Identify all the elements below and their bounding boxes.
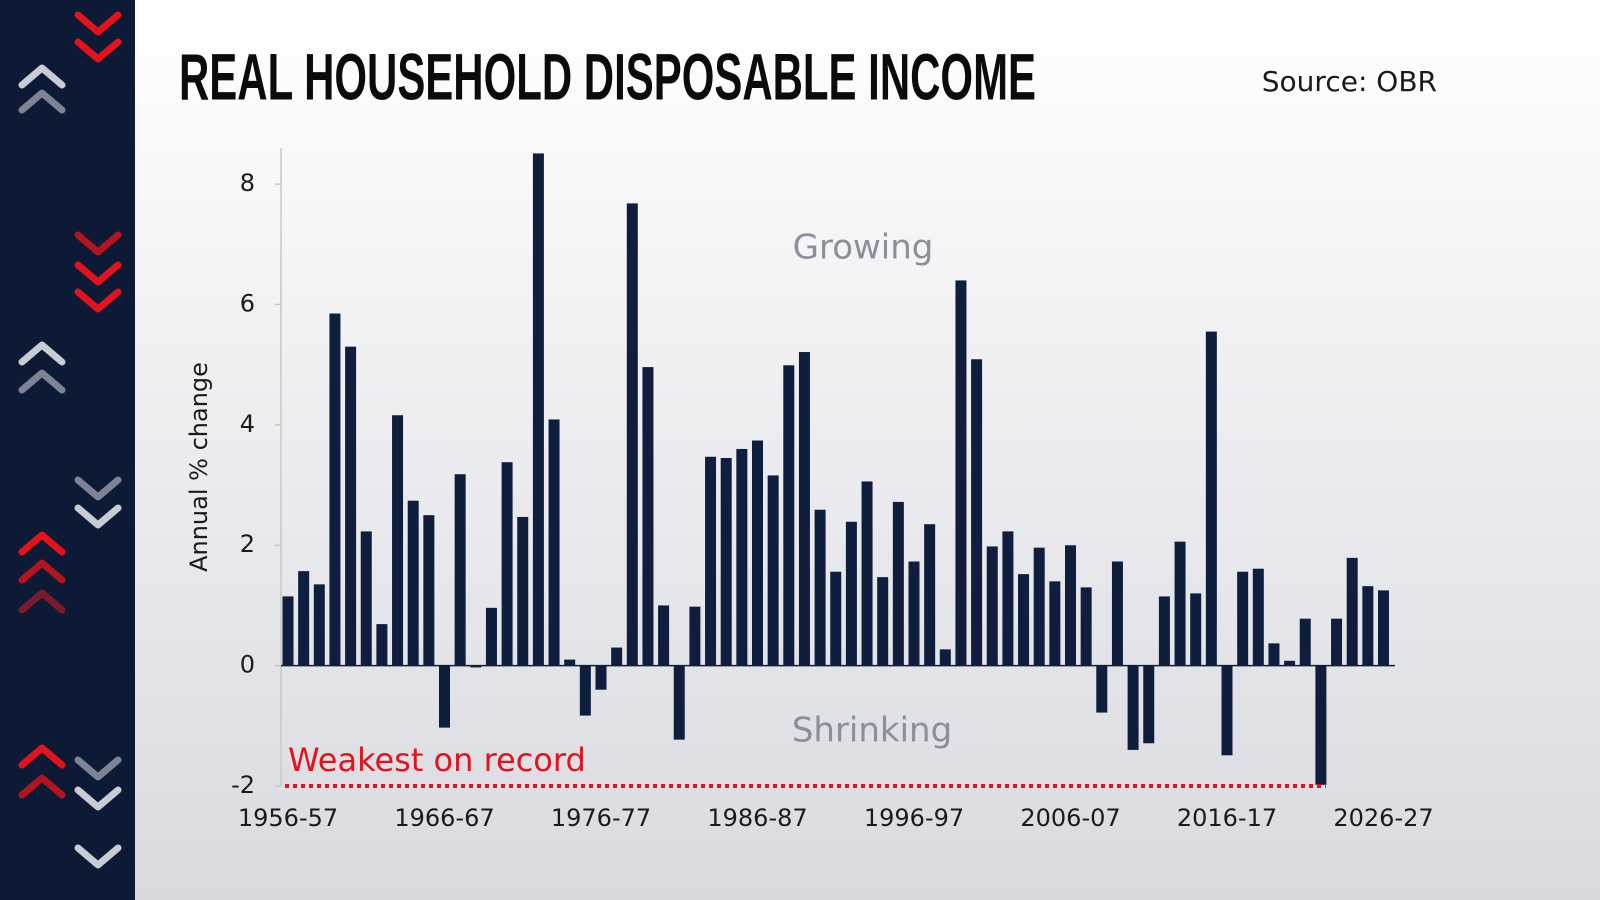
bar	[1174, 541, 1186, 666]
bar	[1237, 571, 1249, 666]
bar	[548, 419, 560, 666]
bar	[939, 649, 951, 666]
bar	[1284, 660, 1296, 666]
bar	[986, 546, 998, 666]
bar	[673, 665, 685, 740]
bar	[705, 456, 717, 666]
bar	[1018, 574, 1030, 666]
bar	[971, 359, 983, 666]
bar	[1127, 665, 1139, 750]
bar	[752, 440, 763, 666]
bar	[329, 313, 341, 666]
bar	[1299, 618, 1311, 666]
y-tick-label: -2	[231, 771, 255, 799]
bar	[1049, 581, 1061, 666]
bar	[1315, 665, 1327, 785]
bar	[783, 365, 795, 666]
x-tick-label: 2006-07	[1020, 804, 1120, 832]
bar	[1221, 665, 1233, 756]
bar	[1362, 586, 1374, 666]
bar	[1080, 587, 1092, 666]
bar	[861, 481, 873, 666]
y-tick-label: 8	[240, 169, 255, 197]
bar	[1190, 593, 1202, 666]
bar	[407, 500, 419, 666]
y-tick-label: 4	[240, 410, 255, 438]
bar	[658, 605, 670, 666]
bar	[345, 346, 357, 666]
bar	[845, 521, 857, 666]
bar	[595, 665, 607, 690]
bar	[454, 474, 466, 666]
reference-label: Weakest on record	[288, 741, 586, 779]
y-tick-label: 6	[240, 289, 255, 317]
bar	[1268, 643, 1280, 666]
bar	[564, 659, 576, 666]
bar	[439, 665, 450, 728]
bar	[908, 561, 920, 666]
bar	[579, 665, 591, 716]
bar	[1346, 557, 1358, 666]
bar	[1065, 545, 1076, 666]
bar	[642, 367, 654, 666]
bar	[282, 596, 294, 666]
x-tick-label: 1976-77	[551, 804, 651, 832]
sidebar-chevrons	[18, 11, 122, 869]
bar	[423, 515, 435, 666]
bar	[360, 531, 372, 666]
sidebar	[0, 0, 135, 900]
source: Source: OBR	[1262, 65, 1437, 98]
bar	[877, 577, 889, 666]
bar	[720, 457, 732, 666]
bar	[689, 606, 701, 666]
bar	[376, 624, 388, 666]
bar	[392, 415, 404, 666]
bar	[1378, 590, 1389, 666]
bar	[485, 607, 497, 666]
bar	[501, 462, 513, 666]
y-axis-label: Annual % change	[185, 362, 213, 572]
bar	[798, 352, 810, 666]
bar	[924, 524, 936, 666]
bar	[892, 501, 904, 666]
bar	[298, 571, 310, 666]
x-tick-label: 1966-67	[394, 804, 494, 832]
bar	[611, 647, 623, 666]
bar	[1252, 568, 1264, 666]
bar	[814, 509, 826, 666]
annotation: Shrinking	[792, 711, 952, 751]
bar	[767, 475, 779, 666]
x-tick-label: 1956-57	[238, 804, 338, 832]
bar	[1096, 665, 1108, 713]
bar	[1033, 547, 1045, 666]
y-tick-label: 2	[240, 530, 255, 558]
bar	[1002, 531, 1014, 666]
bar	[1111, 561, 1123, 666]
bar	[532, 153, 544, 666]
bar	[1158, 596, 1170, 666]
bar	[1143, 665, 1155, 744]
bar	[955, 280, 967, 666]
bar	[470, 665, 482, 668]
bar	[1205, 331, 1217, 666]
x-tick-label: 1986-87	[707, 804, 807, 832]
bar	[626, 203, 638, 666]
bar	[830, 571, 842, 666]
y-tick-label: 0	[240, 651, 255, 679]
x-tick-label: 2026-27	[1333, 804, 1433, 832]
x-tick-label: 1996-97	[864, 804, 964, 832]
annotation: Growing	[793, 228, 934, 268]
bar	[1331, 618, 1343, 666]
chart-title: REAL HOUSEHOLD DISPOSABLE INCOME	[179, 39, 1036, 113]
bar	[517, 516, 529, 666]
x-tick-label: 2016-17	[1177, 804, 1277, 832]
bar	[313, 584, 325, 666]
bar	[736, 448, 748, 666]
